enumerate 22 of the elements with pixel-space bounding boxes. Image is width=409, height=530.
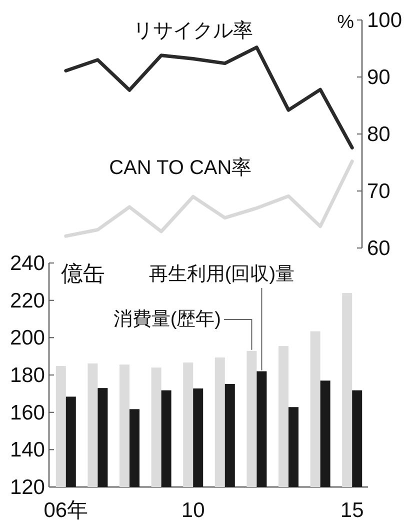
y-axis-title: 億缶: [61, 261, 105, 286]
x-tick-label: 10: [181, 499, 205, 522]
series-label: CAN TO CAN率: [109, 156, 252, 179]
x-tick-label: 06年: [44, 499, 88, 522]
y-tick-label: 60: [367, 237, 390, 260]
line-series: [64, 46, 354, 150]
series-label: リサイクル率: [133, 20, 254, 42]
y-tick-label: 70: [367, 180, 390, 203]
y-tick-label: 140: [10, 438, 45, 462]
y-tick-label: 120: [10, 476, 45, 499]
y-tick-label: 100: [367, 9, 402, 32]
y-tick-label: 80: [367, 123, 390, 146]
y-tick-label: 160: [10, 401, 45, 424]
text: 再生利用(回収)量: [148, 264, 295, 285]
y-tick-label: 200: [10, 326, 45, 350]
y-tick-label: 220: [10, 289, 45, 312]
y-tick-label: 240: [10, 252, 45, 275]
series-label: 消費量(歴年): [113, 309, 222, 330]
y-axis-title: %: [337, 12, 354, 33]
x-tick-label: 15: [340, 499, 364, 522]
y-tick-label: 90: [367, 66, 390, 89]
y-tick-label: 180: [10, 364, 45, 387]
